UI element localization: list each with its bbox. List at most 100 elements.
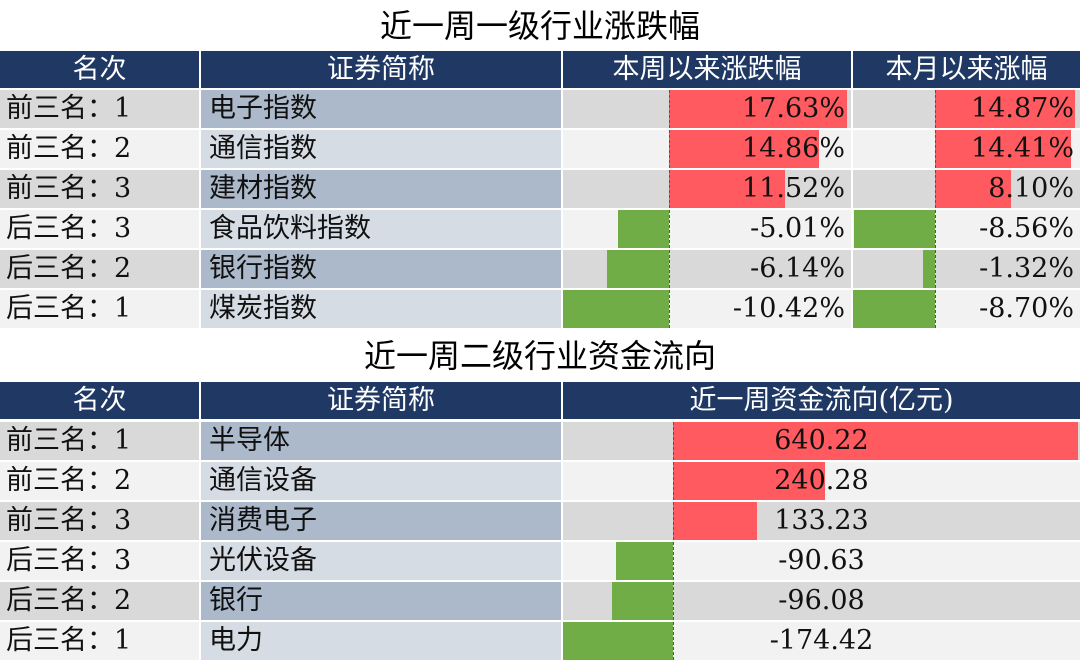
t2-flow-cell: -174.42 [563, 622, 1080, 660]
t1-name-cell: 建材指数 [201, 170, 561, 208]
t1-month-axis [935, 170, 936, 208]
t1-rank-cell: 前三名：1 [0, 90, 199, 128]
t1-week-value: -10.42% [732, 293, 845, 324]
t2-flow-axis [673, 542, 674, 580]
t1-week-cell: 11.52% [563, 170, 851, 208]
t2-rank-cell: 后三名：1 [0, 622, 199, 660]
t1-week-value: -6.14% [750, 253, 845, 284]
t2-name-cell: 消费电子 [201, 502, 561, 540]
t1-week-bar [618, 210, 669, 248]
t1-week-axis [669, 290, 670, 328]
t1-rank-cell: 前三名：2 [0, 130, 199, 168]
t1-month-value: 8.10% [988, 173, 1074, 204]
t1-week-cell: -5.01% [563, 210, 851, 248]
t1-month-value: -8.56% [979, 213, 1074, 244]
t2-flow-cell: 640.22 [563, 422, 1080, 460]
t1-week-axis [669, 210, 670, 248]
t1-rank-cell: 前三名：3 [0, 170, 199, 208]
t2-flow-value: 640.22 [774, 425, 869, 456]
t2-header-flow: 近一周资金流向(亿元) [563, 382, 1080, 419]
t1-week-cell: -6.14% [563, 250, 851, 288]
t1-name-cell: 银行指数 [201, 250, 561, 288]
t2-flow-cell: -90.63 [563, 542, 1080, 580]
t2-flow-bar [673, 502, 758, 540]
t2-header-rank: 名次 [0, 382, 199, 419]
t1-week-bar [669, 130, 820, 168]
t1-week-cell: 14.86% [563, 130, 851, 168]
t2-flow-axis [673, 422, 674, 460]
t2-flow-axis [673, 582, 674, 620]
t2-flow-value: -174.42 [769, 625, 874, 656]
t1-rank-cell: 后三名：1 [0, 290, 199, 328]
t1-month-cell: 8.10% [853, 170, 1080, 208]
t2-flow-value: 240.28 [774, 465, 869, 496]
t1-month-cell: 14.41% [853, 130, 1080, 168]
t2-flow-bar [615, 542, 673, 580]
t1-month-bar [935, 130, 1071, 168]
t1-month-value: -8.70% [979, 293, 1074, 324]
t2-flow-cell: 240.28 [563, 462, 1080, 500]
t1-month-bar [935, 90, 1075, 128]
t1-month-bar [854, 210, 935, 248]
t2-flow-value: -90.63 [778, 545, 865, 576]
t2-name-cell: 电力 [201, 622, 561, 660]
t2-flow-value: 133.23 [774, 505, 869, 536]
t1-header-month: 本月以来涨幅 [853, 51, 1080, 88]
t2-flow-value: -96.08 [778, 585, 865, 616]
t2-flow-axis [673, 462, 674, 500]
t1-week-bar [669, 90, 847, 128]
t2-header-name: 证券简称 [201, 382, 561, 419]
t1-name-cell: 煤炭指数 [201, 290, 561, 328]
t2-rank-cell: 前三名：2 [0, 462, 199, 500]
table1-title: 近一周一级行业涨跌幅 [379, 7, 700, 45]
t1-week-value: 17.63% [742, 93, 845, 124]
t1-header-rank: 名次 [0, 51, 199, 88]
t1-week-axis [669, 90, 670, 128]
t1-month-bar [922, 250, 935, 288]
t2-name-cell: 银行 [201, 582, 561, 620]
t1-rank-cell: 后三名：3 [0, 210, 199, 248]
t1-week-value: 11.52% [742, 173, 845, 204]
t1-month-cell: -8.56% [853, 210, 1080, 248]
t1-name-cell: 食品饮料指数 [201, 210, 561, 248]
t2-rank-cell: 后三名：3 [0, 542, 199, 580]
t1-week-bar [669, 170, 786, 208]
t1-month-cell: 14.87% [853, 90, 1080, 128]
t1-month-value: -1.32% [979, 253, 1074, 284]
t1-month-axis [935, 90, 936, 128]
t1-week-axis [669, 170, 670, 208]
t1-name-cell: 通信指数 [201, 130, 561, 168]
t2-rank-cell: 前三名：1 [0, 422, 199, 460]
t2-flow-bar [563, 622, 673, 660]
t1-week-cell: 17.63% [563, 90, 851, 128]
t1-header-name: 证券简称 [201, 51, 561, 88]
t2-flow-bar [612, 582, 673, 620]
t2-flow-cell: 133.23 [563, 502, 1080, 540]
t1-week-value: 14.86% [742, 133, 845, 164]
t2-flow-axis [673, 622, 674, 660]
t1-month-axis [935, 250, 936, 288]
t2-name-cell: 半导体 [201, 422, 561, 460]
t2-flow-axis [673, 502, 674, 540]
t1-month-bar [853, 290, 935, 328]
t1-month-axis [935, 290, 936, 328]
table2-title: 近一周二级行业资金流向 [363, 337, 716, 375]
t1-week-bar [606, 250, 669, 288]
t1-name-cell: 电子指数 [201, 90, 561, 128]
t2-flow-cell: -96.08 [563, 582, 1080, 620]
t2-rank-cell: 前三名：3 [0, 502, 199, 540]
t2-flow-bar [673, 462, 825, 500]
t2-rank-cell: 后三名：2 [0, 582, 199, 620]
t2-name-cell: 通信设备 [201, 462, 561, 500]
t1-header-week: 本周以来涨跌幅 [563, 51, 851, 88]
t1-month-value: 14.41% [971, 133, 1074, 164]
t1-week-value: -5.01% [750, 213, 845, 244]
t1-week-bar [563, 290, 669, 328]
t1-month-cell: -1.32% [853, 250, 1080, 288]
t1-month-cell: -8.70% [853, 290, 1080, 328]
t1-month-value: 14.87% [971, 93, 1074, 124]
t1-week-cell: -10.42% [563, 290, 851, 328]
t1-week-axis [669, 130, 670, 168]
t2-flow-bar [673, 422, 1078, 460]
t1-month-bar [935, 170, 1012, 208]
